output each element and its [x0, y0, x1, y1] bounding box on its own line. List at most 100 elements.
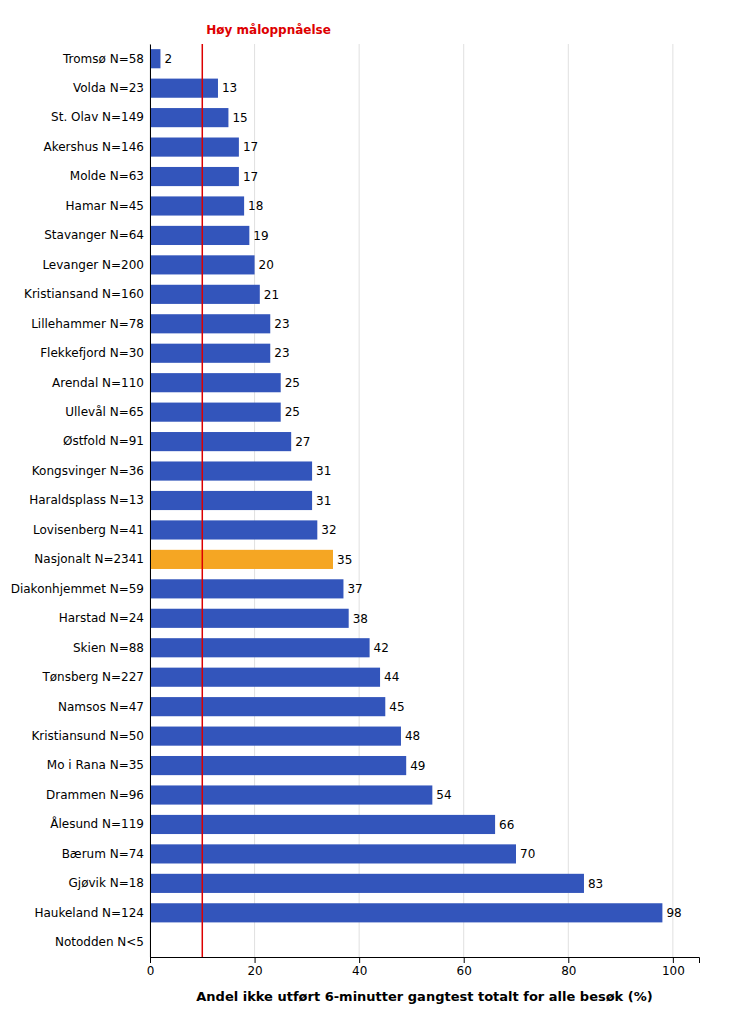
x-tick-mark	[255, 957, 256, 963]
y-tick: Gjøvik N=18	[69, 876, 150, 890]
y-tick: Volda N=23	[73, 81, 150, 95]
y-tick-label: Gjøvik N=18	[69, 876, 144, 890]
bar	[150, 167, 239, 186]
bar	[150, 138, 239, 157]
y-tick: Mo i Rana N=35	[47, 758, 150, 772]
bar	[150, 520, 317, 539]
y-tick-label: Lovisenberg N=41	[33, 523, 144, 537]
data-label: 17	[243, 140, 258, 154]
y-tick-label: Drammen N=96	[46, 788, 144, 802]
bar	[150, 756, 406, 775]
data-label: 83	[588, 877, 603, 891]
y-tick: St. Olav N=149	[51, 110, 150, 124]
x-tick-label: 80	[561, 964, 576, 978]
data-label: 25	[285, 376, 300, 390]
y-tick-label: Notodden N<5	[55, 935, 144, 949]
y-tick-label: Bærum N=74	[62, 847, 144, 861]
x-tick: 60	[457, 957, 472, 978]
bar	[150, 196, 244, 215]
y-tick-label: Hamar N=45	[66, 199, 144, 213]
chart-container: 020406080100Notodden N<5Haukeland N=124G…	[0, 0, 733, 1019]
y-axis-line	[150, 45, 151, 958]
y-tick-label: Diakonhjemmet N=59	[11, 582, 144, 596]
y-tick-label: Kristiansund N=50	[31, 729, 144, 743]
y-tick: Akershus N=146	[43, 140, 150, 154]
y-tick-label: Stavanger N=64	[44, 228, 144, 242]
data-label: 54	[436, 788, 451, 802]
y-tick: Ullevål N=65	[65, 405, 150, 419]
x-tick-label: 40	[352, 964, 367, 978]
y-tick-label: Kristiansand N=160	[24, 287, 144, 301]
y-tick: Kristiansand N=160	[24, 287, 150, 301]
y-tick-label: Skien N=88	[73, 641, 144, 655]
data-label: 2	[164, 52, 172, 66]
data-label: 44	[384, 670, 399, 684]
bar	[150, 314, 270, 333]
data-label: 25	[285, 405, 300, 419]
y-tick: Notodden N<5	[55, 935, 150, 949]
grid	[150, 44, 673, 957]
data-label: 98	[666, 906, 681, 920]
bar	[150, 903, 662, 922]
data-label: 18	[248, 199, 263, 213]
x-axis: 020406080100	[147, 957, 700, 978]
y-tick-label: Tromsø N=58	[62, 52, 144, 66]
data-labels: 9883706654494845444238373532313127252523…	[164, 52, 681, 920]
bar	[150, 226, 249, 245]
y-tick-label: Harstad N=24	[59, 611, 144, 625]
data-label: 38	[353, 612, 368, 626]
y-tick-label: Lillehammer N=78	[31, 317, 144, 331]
y-tick-label: Nasjonalt N=2341	[34, 552, 144, 566]
bar	[150, 285, 260, 304]
data-label: 17	[243, 170, 258, 184]
grid-line	[150, 44, 151, 957]
bar	[150, 491, 312, 510]
y-tick: Ålesund N=119	[50, 816, 150, 831]
bar	[150, 668, 380, 687]
bar	[150, 785, 432, 804]
bar	[150, 844, 516, 863]
bar	[150, 579, 343, 598]
x-tick: 40	[352, 957, 367, 978]
y-tick: Nasjonalt N=2341	[34, 552, 150, 566]
y-axis: Notodden N<5 Haukeland N=124 Gjøvik N=18 Bæ…	[11, 45, 151, 958]
y-tick-label: Tønsberg N=227	[41, 670, 144, 684]
x-tick-mark	[150, 957, 151, 963]
bar	[150, 373, 281, 392]
data-label: 19	[253, 229, 268, 243]
data-label: 37	[347, 582, 362, 596]
y-tick: Østfold N=91	[63, 434, 150, 448]
y-tick: Hamar N=45	[66, 199, 150, 213]
data-label: 48	[405, 729, 420, 743]
y-tick: Kristiansund N=50	[31, 729, 150, 743]
y-tick-label: Kongsvinger N=36	[32, 464, 144, 478]
x-tick: 0	[147, 957, 155, 978]
y-tick-label: Ullevål N=65	[65, 405, 144, 419]
y-tick: Harstad N=24	[59, 611, 150, 625]
y-tick: Diakonhjemmet N=59	[11, 582, 150, 596]
data-label: 20	[259, 258, 274, 272]
y-tick-label: Mo i Rana N=35	[47, 758, 144, 772]
y-tick: Stavanger N=64	[44, 228, 150, 242]
chart-svg: 020406080100Notodden N<5Haukeland N=124G…	[0, 0, 733, 1019]
y-tick-label: Haukeland N=124	[34, 906, 144, 920]
bar	[150, 727, 401, 746]
bar	[150, 874, 584, 893]
x-tick: 20	[247, 957, 262, 978]
data-label: 15	[232, 111, 247, 125]
y-tick: Bærum N=74	[62, 847, 150, 861]
y-tick: Kongsvinger N=36	[32, 464, 150, 478]
plot: 020406080100Notodden N<5Haukeland N=124G…	[11, 23, 700, 1004]
bar	[150, 108, 228, 127]
x-tick-label: 20	[247, 964, 262, 978]
x-tick-mark	[464, 957, 465, 963]
y-tick: Skien N=88	[73, 641, 150, 655]
bar	[150, 403, 281, 422]
y-tick-label: Flekkefjord N=30	[40, 346, 144, 360]
y-tick-label: St. Olav N=149	[51, 110, 144, 124]
bar	[150, 550, 333, 569]
data-label: 70	[520, 847, 535, 861]
y-tick: Namsos N=47	[58, 700, 150, 714]
data-label: 31	[316, 464, 331, 478]
data-label: 23	[274, 346, 289, 360]
